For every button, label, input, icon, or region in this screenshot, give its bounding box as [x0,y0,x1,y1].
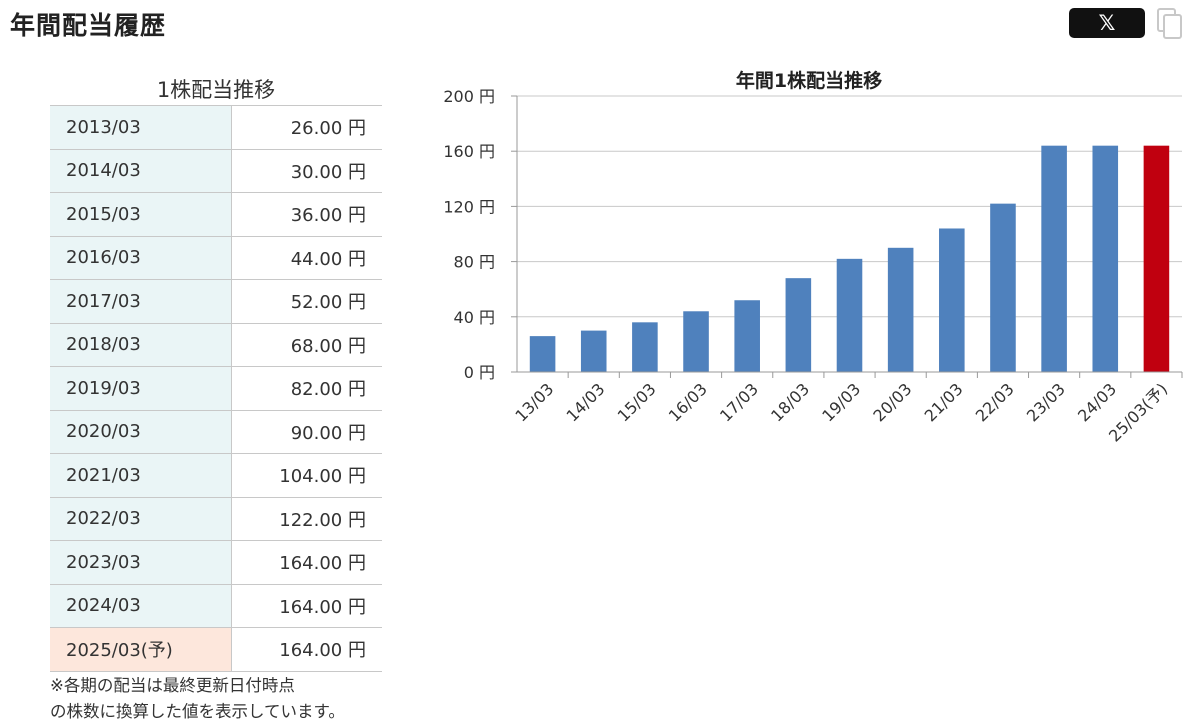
footnote: ※各期の配当は最終更新日付時点 の株数に換算した値を表示しています。 [50,673,410,725]
dividend-table: 2013/03 26.00 円 2014/03 30.00 円 2015/03 36.00… [50,105,382,672]
dividend-amount-cell: 164.00 円 [231,583,382,628]
dividend-amount-cell: 36.00 円 [231,192,382,237]
year-cell: 2015/03 [50,192,232,237]
x-tick-label: 18/03 [767,379,813,425]
dividend-chart-container: 年間1株配当推移 0 円 40 円 80 円 120 円 160 円 200 円 13/03 1… [400,62,1200,482]
table-row: 2013/03 26.00 円 [50,105,382,150]
table-row: 2015/03 36.00 円 [50,192,382,237]
y-tick-label: 200 円 [443,87,495,106]
dividend-amount-cell: 104.00 円 [231,453,382,498]
dividend-amount-cell: 44.00 円 [231,235,382,280]
table-caption: 1株配当推移 [156,78,276,102]
year-cell: 2019/03 [50,366,232,411]
bar [1092,145,1119,372]
year-cell: 2021/03 [50,453,232,498]
x-tick-label: 16/03 [665,379,711,425]
table-row: 2025/03(予) 164.00 円 [50,627,382,672]
x-tick-label: 19/03 [818,379,864,425]
page-title: 年間配当履歴 [10,11,167,40]
dividend-amount-cell: 30.00 円 [231,148,382,193]
y-tick-label: 40 円 [454,308,495,327]
footnote-line: ※各期の配当は最終更新日付時点 [50,676,295,695]
year-cell: 2024/03 [50,583,232,628]
table-row: 2014/03 30.00 円 [50,148,382,193]
x-share-button[interactable]: 𝕏 [1069,8,1145,38]
dividend-amount-cell: 68.00 円 [231,322,382,367]
year-cell: 2023/03 [50,540,232,585]
year-cell: 2016/03 [50,235,232,280]
forecast-bar [1143,145,1170,372]
bar [580,330,607,372]
bar [1041,145,1067,372]
year-cell: 2025/03(予) [50,627,232,672]
bar [734,300,760,372]
x-tick-label: 23/03 [1023,379,1069,425]
footnote-line: の株数に換算した値を表示しています。 [50,702,345,721]
dividend-amount-cell: 26.00 円 [231,105,382,150]
copy-icon[interactable] [1156,8,1184,40]
dividend-amount-cell: 52.00 円 [231,279,382,324]
x-tick-label: 20/03 [869,379,915,425]
x-tick-label: 14/03 [563,379,609,425]
bar [683,311,709,372]
dividend-amount-cell: 90.00 円 [231,409,382,454]
year-cell: 2022/03 [50,496,232,541]
table-row: 2023/03 164.00 円 [50,540,382,585]
x-tick-label: 17/03 [716,379,762,425]
year-cell: 2020/03 [50,409,232,454]
dividend-amount-cell: 82.00 円 [231,366,382,411]
table-row: 2016/03 44.00 円 [50,235,382,280]
x-tick-label: 13/03 [511,379,557,425]
y-tick-label: 120 円 [443,197,495,216]
dividend-amount-cell: 164.00 円 [231,540,382,585]
bar [529,336,556,372]
table-row: 2020/03 90.00 円 [50,409,382,454]
bar [836,258,863,372]
year-cell: 2014/03 [50,148,232,193]
x-tick-label: 22/03 [972,379,1018,425]
bar [939,228,965,372]
bar [785,278,812,372]
dividend-amount-cell: 164.00 円 [231,627,382,672]
dividend-amount-cell: 122.00 円 [231,496,382,541]
table-row: 2022/03 122.00 円 [50,496,382,541]
y-tick-label: 80 円 [454,253,495,272]
bar [990,203,1016,372]
x-tick-label: 15/03 [614,379,660,425]
chart-title: 年間1株配当推移 [736,69,882,92]
table-row: 2019/03 82.00 円 [50,366,382,411]
x-tick-label: 21/03 [921,379,967,425]
bar [632,322,658,372]
year-cell: 2017/03 [50,279,232,324]
x-tick-label: 24/03 [1074,379,1120,425]
table-row: 2021/03 104.00 円 [50,453,382,498]
table-row: 2024/03 164.00 円 [50,583,382,628]
bar [887,247,914,372]
x-logo-icon: 𝕏 [1098,11,1116,35]
y-tick-label: 0 円 [464,363,495,382]
table-row: 2018/03 68.00 円 [50,322,382,367]
year-cell: 2018/03 [50,322,232,367]
y-tick-label: 160 円 [443,142,495,161]
table-row: 2017/03 52.00 円 [50,279,382,324]
year-cell: 2013/03 [50,105,232,150]
